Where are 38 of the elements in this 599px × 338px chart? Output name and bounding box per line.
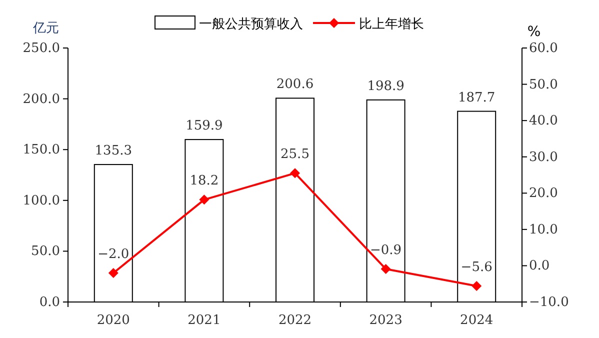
data-label: 159.9 <box>186 118 223 134</box>
y2-tick-label: −10.0 <box>529 295 569 310</box>
y2-tick-label: 50.0 <box>529 77 558 92</box>
point <box>380 264 391 274</box>
data-label: 198.9 <box>367 78 404 94</box>
point <box>472 281 482 292</box>
y-tick-label: 100.0 <box>22 193 60 208</box>
x-tick-label: 2024 <box>460 313 494 328</box>
legend-label: 比上年增长 <box>359 17 424 32</box>
data-label: 200.6 <box>276 77 314 92</box>
x-tick-label: 2021 <box>188 313 221 328</box>
y-tick-label: 250.0 <box>22 41 60 56</box>
x-tick-label: 2022 <box>278 313 312 328</box>
point <box>290 168 300 178</box>
y-tick-label: 50.0 <box>31 244 60 260</box>
legend-label: 一般公共预算收入 <box>199 17 303 32</box>
y-tick-label: 150.0 <box>22 142 60 158</box>
y2-axis-title: % <box>527 24 541 40</box>
x-tick-label: 2020 <box>96 313 130 328</box>
data-label: −2.0 <box>98 246 130 262</box>
point <box>199 194 210 205</box>
data-label: 187.7 <box>458 90 496 106</box>
y2-tick-label: 30.0 <box>529 150 558 165</box>
y-tick-label: 200.0 <box>22 92 60 107</box>
data-label: 18.2 <box>190 174 219 189</box>
data-label: 135.3 <box>94 144 132 159</box>
x-tick-label: 2023 <box>369 313 402 328</box>
y2-tick-label: 60.0 <box>529 41 558 56</box>
data-label: 25.5 <box>280 147 310 162</box>
data-label: −0.9 <box>370 242 402 258</box>
y-tick-label: 0.0 <box>39 295 60 310</box>
y2-tick-label: 40.0 <box>529 114 558 129</box>
y-axis-title: 亿元 <box>32 21 59 36</box>
y2-tick-label: 0.0 <box>529 258 550 274</box>
y2-tick-label: 20.0 <box>529 186 558 202</box>
point <box>108 268 118 278</box>
data-label: −5.6 <box>460 260 492 276</box>
y2-tick-label: 10.0 <box>529 222 558 238</box>
